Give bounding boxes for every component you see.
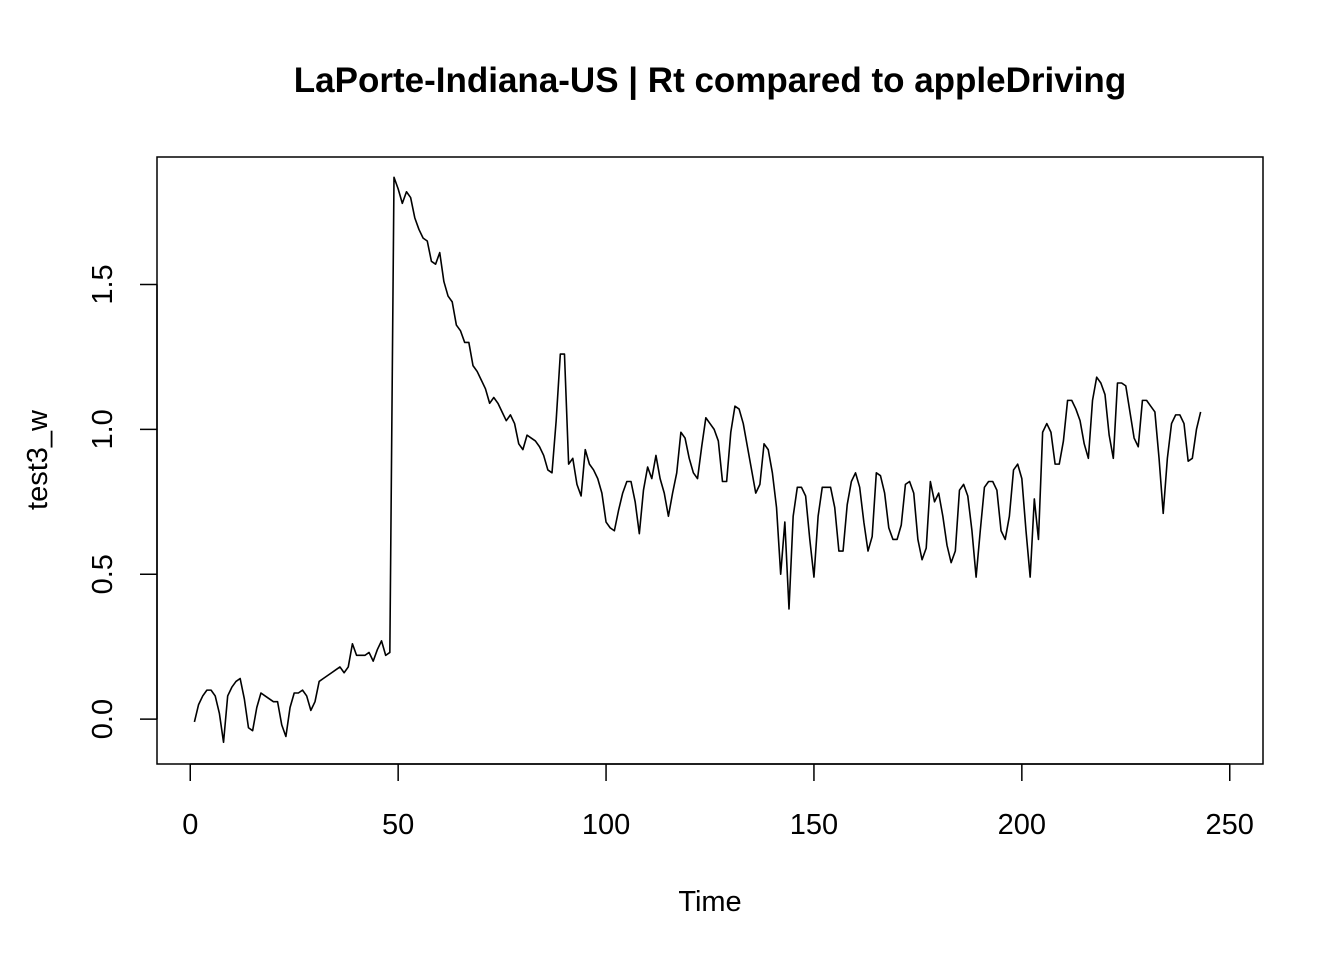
series-line (194, 177, 1200, 742)
series-points (194, 177, 1200, 742)
x-tick-label: 200 (998, 809, 1046, 841)
plot-frame (157, 157, 1263, 764)
x-tick-label: 100 (582, 809, 630, 841)
y-axis: 0.0 0.5 1.0 1.5 (87, 264, 157, 739)
y-tick-label: 0.0 (87, 699, 119, 739)
x-tick-label: 250 (1206, 809, 1254, 841)
x-tick-label: 150 (790, 809, 838, 841)
x-tick-label: 0 (182, 809, 198, 841)
y-tick-label: 1.0 (87, 409, 119, 449)
x-tick-label: 50 (382, 809, 414, 841)
y-tick-label: 1.5 (87, 264, 119, 304)
y-tick-label: 0.5 (87, 554, 119, 594)
chart-title: LaPorte-Indiana-US | Rt compared to appl… (294, 61, 1126, 100)
y-axis-label: test3_w (22, 409, 54, 510)
x-axis: 0 50 100 150 200 250 (182, 764, 1254, 841)
x-axis-label: Time (678, 886, 741, 918)
